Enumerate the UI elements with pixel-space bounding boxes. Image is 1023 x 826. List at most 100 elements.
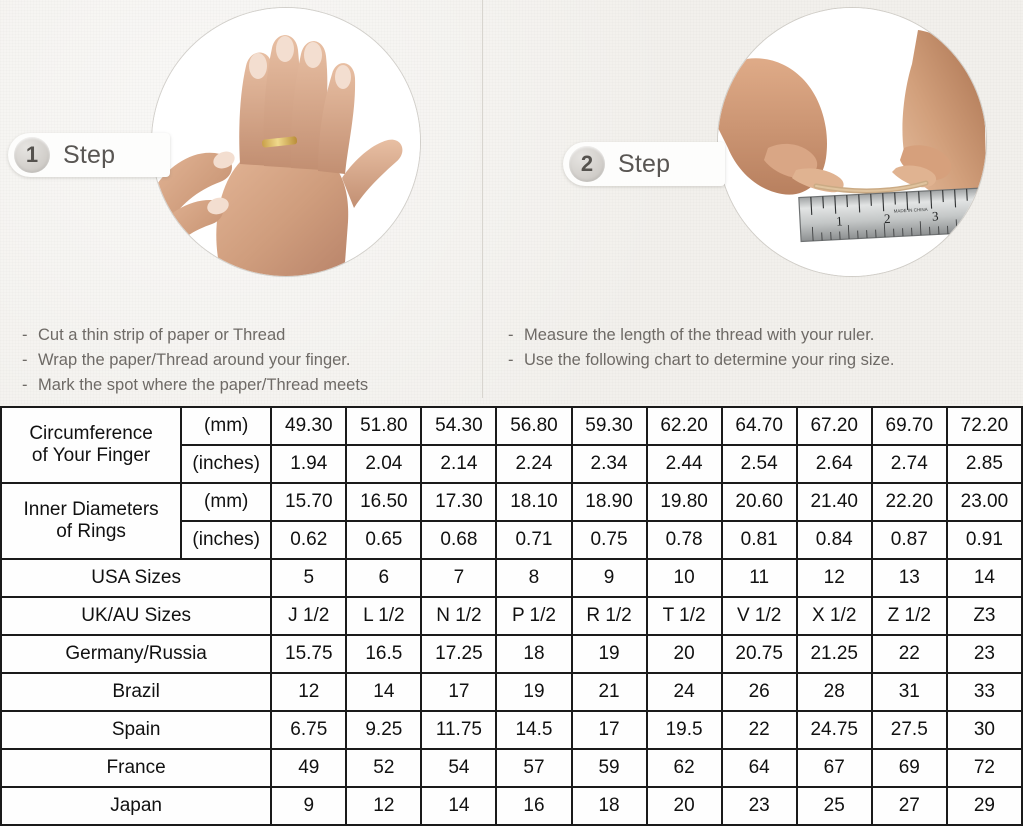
svg-text:4: 4: [976, 206, 984, 221]
table-cell: 9.25: [345, 710, 423, 750]
row-label: Circumference of Your Finger: [0, 406, 183, 484]
table-cell: 5: [270, 558, 348, 598]
table-cell: 18: [570, 786, 648, 826]
table-cell: 14: [945, 558, 1023, 598]
table-cell: 0.81: [720, 520, 798, 560]
table-cell: 2.54: [720, 444, 798, 484]
table-cell: 59: [570, 748, 648, 788]
row-label-line1: Inner Diameters: [23, 499, 159, 520]
table-cell: 13: [870, 558, 948, 598]
table-cell: 52: [345, 748, 423, 788]
table-cell: 33: [945, 672, 1023, 712]
table-cell: 20.75: [720, 634, 798, 674]
table-cell: 2.74: [870, 444, 948, 484]
table-cell: 15.75: [270, 634, 348, 674]
table-cell: 16.5: [345, 634, 423, 674]
table-cell: 23.00: [945, 482, 1023, 522]
table-cell: 9: [570, 558, 648, 598]
table-cell: 69: [870, 748, 948, 788]
hand-with-ring-illustration: [152, 8, 420, 276]
table-cell: 64: [720, 748, 798, 788]
step-1-photo: [152, 8, 420, 276]
step-1-instruction-text: Wrap the paper/Thread around your finger…: [38, 351, 351, 369]
table-cell: 22: [870, 634, 948, 674]
row-label: Germany/Russia: [0, 634, 273, 674]
table-cell: 10: [645, 558, 723, 598]
ring-size-chart-table: Circumference of Your Finger (mm) 49.30 51.8…: [0, 406, 1023, 826]
table-cell: 17: [420, 672, 498, 712]
table-cell: 0.87: [870, 520, 948, 560]
table-cell: 24: [645, 672, 723, 712]
table-row: Germany/Russia 15.75 16.5 17.25 18 19 20 20.75 2…: [0, 634, 1023, 674]
table-cell: 7: [420, 558, 498, 598]
bullet-dash-icon: -: [22, 351, 28, 369]
table-cell: 19.80: [645, 482, 723, 522]
table-row: USA Sizes 5 6 7 8 9 10 11 12 13 14: [0, 558, 1023, 598]
table-row: (inches) 1.94 2.04 2.14 2.24 2.34 2.44 2.54 2.64…: [1, 444, 1023, 484]
table-cell: 22: [720, 710, 798, 750]
table-cell: 21: [570, 672, 648, 712]
table-cell: 20.60: [720, 482, 798, 522]
table-cell: 14: [345, 672, 423, 712]
table-cell: 17.25: [420, 634, 498, 674]
table-cell: 2.64: [795, 444, 873, 484]
table-cell: 8: [495, 558, 573, 598]
row-label: UK/AU Sizes: [0, 596, 273, 636]
step-2-number: 2: [569, 146, 605, 182]
table-cell: 6: [345, 558, 423, 598]
table-cell: 0.84: [795, 520, 873, 560]
table-cell: T 1/2: [645, 596, 723, 636]
table-cell: L 1/2: [345, 596, 423, 636]
table-cell: 51.80: [345, 406, 423, 446]
row-label: Brazil: [0, 672, 273, 712]
table-cell: 18: [495, 634, 573, 674]
svg-text:2: 2: [884, 211, 891, 226]
table-cell: 22.20: [870, 482, 948, 522]
table-cell: 0.65: [345, 520, 423, 560]
table-cell: 1.94: [270, 444, 348, 484]
table-cell: V 1/2: [720, 596, 798, 636]
step-1-instructions: - Cut a thin strip of paper or Thread - Wra…: [22, 323, 368, 398]
table-cell: 67.20: [795, 406, 873, 446]
row-label-line2: of Your Finger: [31, 445, 151, 466]
table-cell: 12: [795, 558, 873, 598]
table-row: UK/AU Sizes J 1/2 L 1/2 N 1/2 P 1/2 R 1/2 T 1/…: [0, 596, 1023, 636]
table-cell: 6.75: [270, 710, 348, 750]
thread-ruler-illustration: 1 2 3 4 MADE IN CHINA: [718, 8, 986, 276]
table-cell: P 1/2: [495, 596, 573, 636]
svg-text:MADE IN CHINA: MADE IN CHINA: [894, 207, 928, 214]
table-cell: 15.70: [270, 482, 348, 522]
table-cell: 14.5: [495, 710, 573, 750]
step-1-instruction-text: Mark the spot where the paper/Thread mee…: [38, 376, 369, 394]
table-cell: 18.10: [495, 482, 573, 522]
svg-text:1: 1: [836, 213, 843, 228]
step-2-photo: 1 2 3 4 MADE IN CHINA: [718, 8, 986, 276]
table-cell: 62.20: [645, 406, 723, 446]
table-cell: 67: [795, 748, 873, 788]
table-cell: 2.14: [420, 444, 498, 484]
step-2-instruction-text: Use the following chart to determine you…: [524, 351, 895, 369]
step-2-instruction-item: - Measure the length of the thread with y…: [508, 323, 895, 348]
table-cell: 31: [870, 672, 948, 712]
table-cell: Z 1/2: [870, 596, 948, 636]
bullet-dash-icon: -: [508, 351, 514, 369]
table-cell: 62: [645, 748, 723, 788]
panel-divider: [482, 0, 483, 398]
table-cell: 19: [570, 634, 648, 674]
table-cell: 2.44: [645, 444, 723, 484]
table-row: Spain 6.75 9.25 11.75 14.5 17 19.5 22 24.75 27.5 3…: [0, 710, 1023, 750]
table-row: (inches) 0.62 0.65 0.68 0.71 0.75 0.78 0.81 0.84…: [1, 520, 1023, 560]
step-1-badge: 1 Step: [8, 133, 170, 177]
table-cell: 64.70: [720, 406, 798, 446]
row-label: Spain: [0, 710, 273, 750]
instructions-section: 1 2 3 4 MADE IN CHINA 1 Step 2 Step - Cut…: [0, 0, 1023, 404]
step-2-label: Step: [618, 149, 671, 178]
table-cell: 49.30: [270, 406, 348, 446]
table-cell: 72.20: [945, 406, 1023, 446]
table-cell: 17.30: [420, 482, 498, 522]
table-cell: 11.75: [420, 710, 498, 750]
table-cell: 56.80: [495, 406, 573, 446]
table-cell: 16.50: [345, 482, 423, 522]
table-cell: 16: [495, 786, 573, 826]
table-cell: N 1/2: [420, 596, 498, 636]
